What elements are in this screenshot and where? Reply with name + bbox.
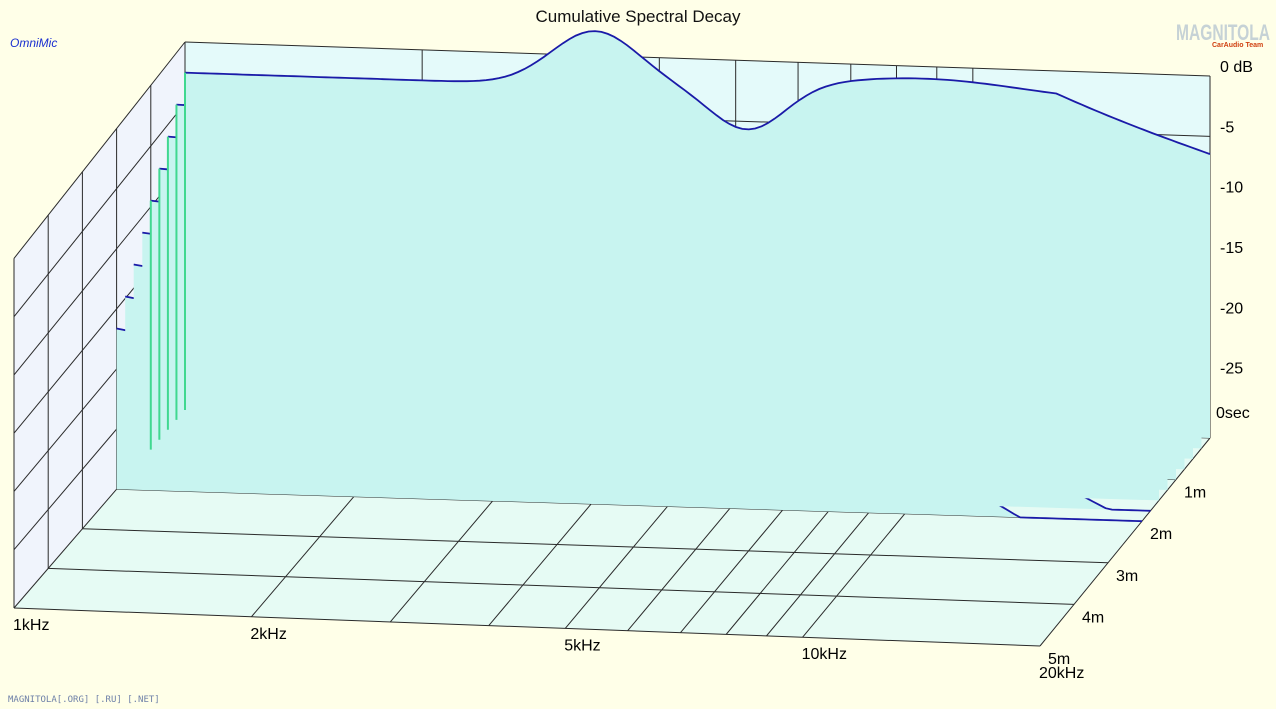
magnitola-logo: MAGNITOLA CarAudio Team <box>1176 20 1270 49</box>
side-db-gridline <box>13 41 186 259</box>
decay-slice-line <box>184 30 1211 155</box>
axis-labels: 1kHz 2kHz 5kHz 10kHz 20kHz 0 dB -5 -10 -15 -20 -25… <box>13 59 1253 682</box>
freq-gridline <box>1039 437 1211 647</box>
time-tick-label: 5m <box>1048 651 1070 668</box>
db-tick-label: -10 <box>1220 180 1243 197</box>
time-gridline <box>13 607 1041 647</box>
side-wall <box>14 42 185 608</box>
decay-slices <box>116 30 1211 523</box>
side-db-gridline <box>13 103 186 317</box>
time-tick-label: 2m <box>1150 526 1172 543</box>
freq-tick-label: 20kHz <box>1039 665 1084 682</box>
time-tick-label: 4m <box>1082 609 1104 626</box>
db-gridline <box>184 41 1211 77</box>
freq-tick-label: 1kHz <box>13 617 49 634</box>
db-tick-label: 0 dB <box>1220 59 1253 76</box>
chart-title: Cumulative Spectral Decay <box>535 7 741 26</box>
footer-watermark: MAGNITOLA[.ORG] [.RU] [.NET] <box>8 695 160 705</box>
logo-subtext: CarAudio Team <box>1212 42 1263 49</box>
db-tick-label: -25 <box>1220 361 1243 378</box>
time-tick-label: 3m <box>1116 568 1138 585</box>
db-tick-label: -20 <box>1220 300 1243 317</box>
source-label: OmniMic <box>10 36 57 50</box>
logo-text: MAGNITOLA <box>1176 20 1270 45</box>
time-tick-label: 1m <box>1184 485 1206 502</box>
side-db-gridline <box>13 164 186 376</box>
db-tick-label: -5 <box>1220 119 1234 136</box>
db-tick-label: -15 <box>1220 240 1243 257</box>
time-tick-label: 0sec <box>1216 405 1250 422</box>
freq-tick-label: 5kHz <box>564 637 600 654</box>
time-gridline <box>48 567 1075 605</box>
freq-tick-label: 10kHz <box>802 646 847 663</box>
decay-slice-fill <box>185 31 1210 438</box>
freq-tick-label: 2kHz <box>250 626 286 643</box>
time-gridline <box>82 528 1109 564</box>
